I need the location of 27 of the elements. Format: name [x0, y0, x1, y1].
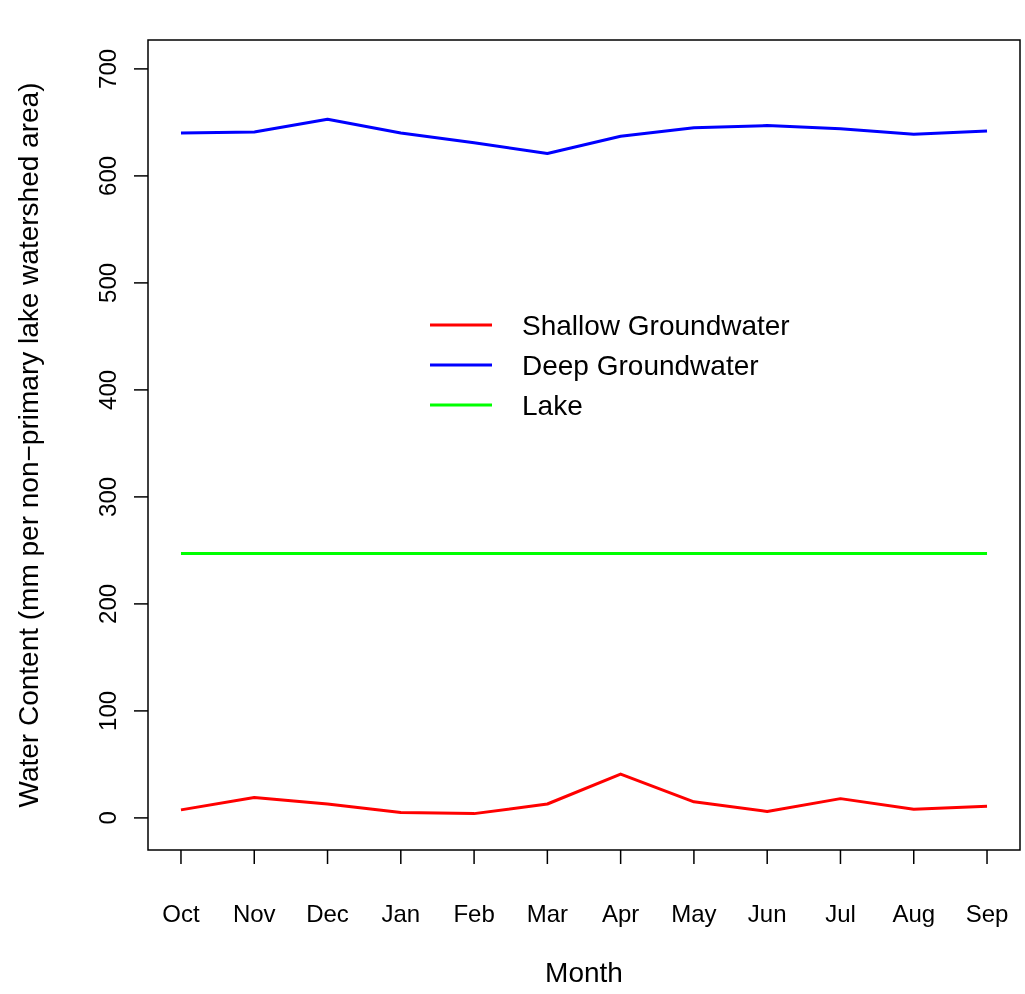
y-tick-label: 0 — [94, 811, 121, 825]
y-tick-label: 400 — [94, 369, 121, 410]
x-tick-label: Apr — [601, 900, 640, 927]
legend-label: Lake — [522, 390, 583, 421]
x-tick-label: Nov — [232, 900, 276, 927]
x-tick-label: Sep — [965, 900, 1009, 927]
y-tick-label: 700 — [94, 48, 121, 89]
legend-label: Deep Groundwater — [522, 350, 759, 381]
y-tick-label: 200 — [94, 583, 121, 624]
x-axis-title: Month — [545, 957, 623, 988]
x-tick-label: Dec — [306, 900, 349, 927]
x-tick-label: Jan — [381, 900, 421, 927]
x-tick-label: Jun — [747, 900, 787, 927]
x-tick-label: Feb — [453, 900, 495, 927]
x-tick-label: Mar — [526, 900, 569, 927]
y-axis-title: Water Content (mm per non−primary lake watershed area) — [13, 82, 44, 808]
x-tick-label: May — [671, 900, 717, 927]
y-tick-label: 500 — [94, 262, 121, 303]
x-tick-label: Jul — [825, 900, 856, 927]
x-tick-label: Aug — [892, 900, 936, 927]
line-series — [179, 117, 989, 155]
line-series — [179, 772, 989, 816]
y-tick-label: 300 — [94, 476, 121, 517]
legend-label: Shallow Groundwater — [522, 310, 790, 341]
y-tick-label: 600 — [94, 155, 121, 196]
x-tick-label: Oct — [162, 900, 200, 927]
y-tick-label: 100 — [94, 690, 121, 731]
